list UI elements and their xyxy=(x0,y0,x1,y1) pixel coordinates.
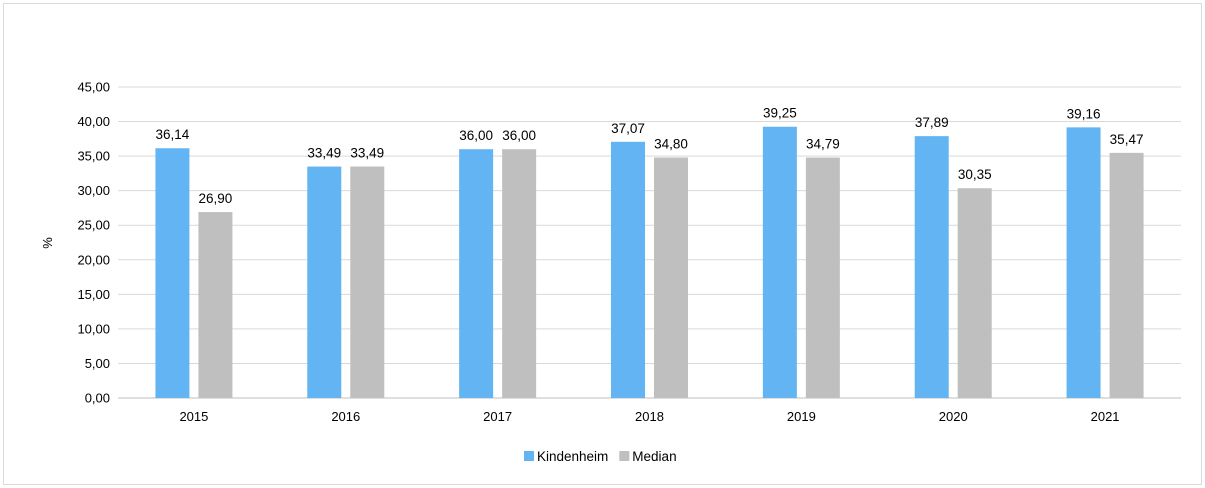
bar-median-2016 xyxy=(350,166,385,398)
data-label: 35,47 xyxy=(1110,132,1144,147)
data-label: 30,35 xyxy=(958,167,992,182)
legend-label: Median xyxy=(632,449,676,464)
x-tick-label: 2018 xyxy=(635,409,664,424)
bar-kindenheim-2021 xyxy=(1066,127,1101,398)
bar-median-2019 xyxy=(805,157,840,398)
y-axis-label: % xyxy=(40,237,55,249)
data-label: 39,16 xyxy=(1067,106,1101,121)
bar-kindenheim-2019 xyxy=(762,126,797,398)
bar-kindenheim-2018 xyxy=(611,141,645,398)
x-tick-label: 2021 xyxy=(1091,409,1120,424)
y-tick-label: 45,00 xyxy=(77,80,110,95)
data-label: 36,00 xyxy=(502,128,536,143)
gridlines xyxy=(118,86,1181,399)
legend-swatch xyxy=(524,451,534,461)
bar-kindenheim-2017 xyxy=(459,149,494,398)
data-label: 36,00 xyxy=(459,128,493,143)
bar-median-2015 xyxy=(198,212,233,398)
y-tick-label: 5,00 xyxy=(85,356,110,371)
x-tick-label: 2017 xyxy=(483,409,512,424)
x-tick-label: 2015 xyxy=(179,409,208,424)
x-axis-ticks: 2015 2016 2017 2018 2019 2020 2021 xyxy=(179,409,1119,424)
legend: Kindenheim Median xyxy=(524,449,677,464)
bar-median-2017 xyxy=(502,149,537,398)
bar-kindenheim-2015 xyxy=(155,148,190,398)
data-label: 39,25 xyxy=(763,106,797,121)
legend-swatch xyxy=(619,451,630,461)
bar-median-2020 xyxy=(957,188,992,398)
y-axis-ticks: 0,00 5,00 10,00 15,00 20,00 25,00 30,00 35,00 40… xyxy=(77,80,110,406)
data-label: 26,90 xyxy=(199,191,233,206)
y-tick-label: 0,00 xyxy=(85,391,110,406)
data-label: 34,80 xyxy=(654,136,688,151)
data-labels: 36,14 26,90 33,49 33,49 36,00 36,00 37,07 34,80… xyxy=(156,106,1144,206)
bar-median-2021 xyxy=(1109,152,1144,398)
y-tick-label: 20,00 xyxy=(77,252,110,267)
bar-kindenheim-2016 xyxy=(307,166,342,398)
y-tick-label: 35,00 xyxy=(77,149,110,164)
bars xyxy=(155,126,1144,398)
data-label: 34,79 xyxy=(806,137,840,152)
data-label: 33,49 xyxy=(307,146,341,161)
y-tick-label: 40,00 xyxy=(77,114,110,129)
bar-kindenheim-2020 xyxy=(914,136,949,398)
legend-label: Kindenheim xyxy=(537,449,608,464)
y-tick-label: 15,00 xyxy=(77,287,110,302)
y-tick-label: 10,00 xyxy=(77,321,110,336)
y-tick-label: 30,00 xyxy=(77,183,110,198)
x-tick-label: 2020 xyxy=(939,409,968,424)
data-label: 33,49 xyxy=(350,146,384,161)
data-label: 36,14 xyxy=(156,127,190,142)
bar-median-2018 xyxy=(654,157,688,398)
data-label: 37,07 xyxy=(611,121,645,136)
x-tick-label: 2016 xyxy=(331,409,360,424)
x-tick-label: 2019 xyxy=(787,409,816,424)
data-label: 37,89 xyxy=(915,115,949,130)
y-tick-label: 25,00 xyxy=(77,218,110,233)
